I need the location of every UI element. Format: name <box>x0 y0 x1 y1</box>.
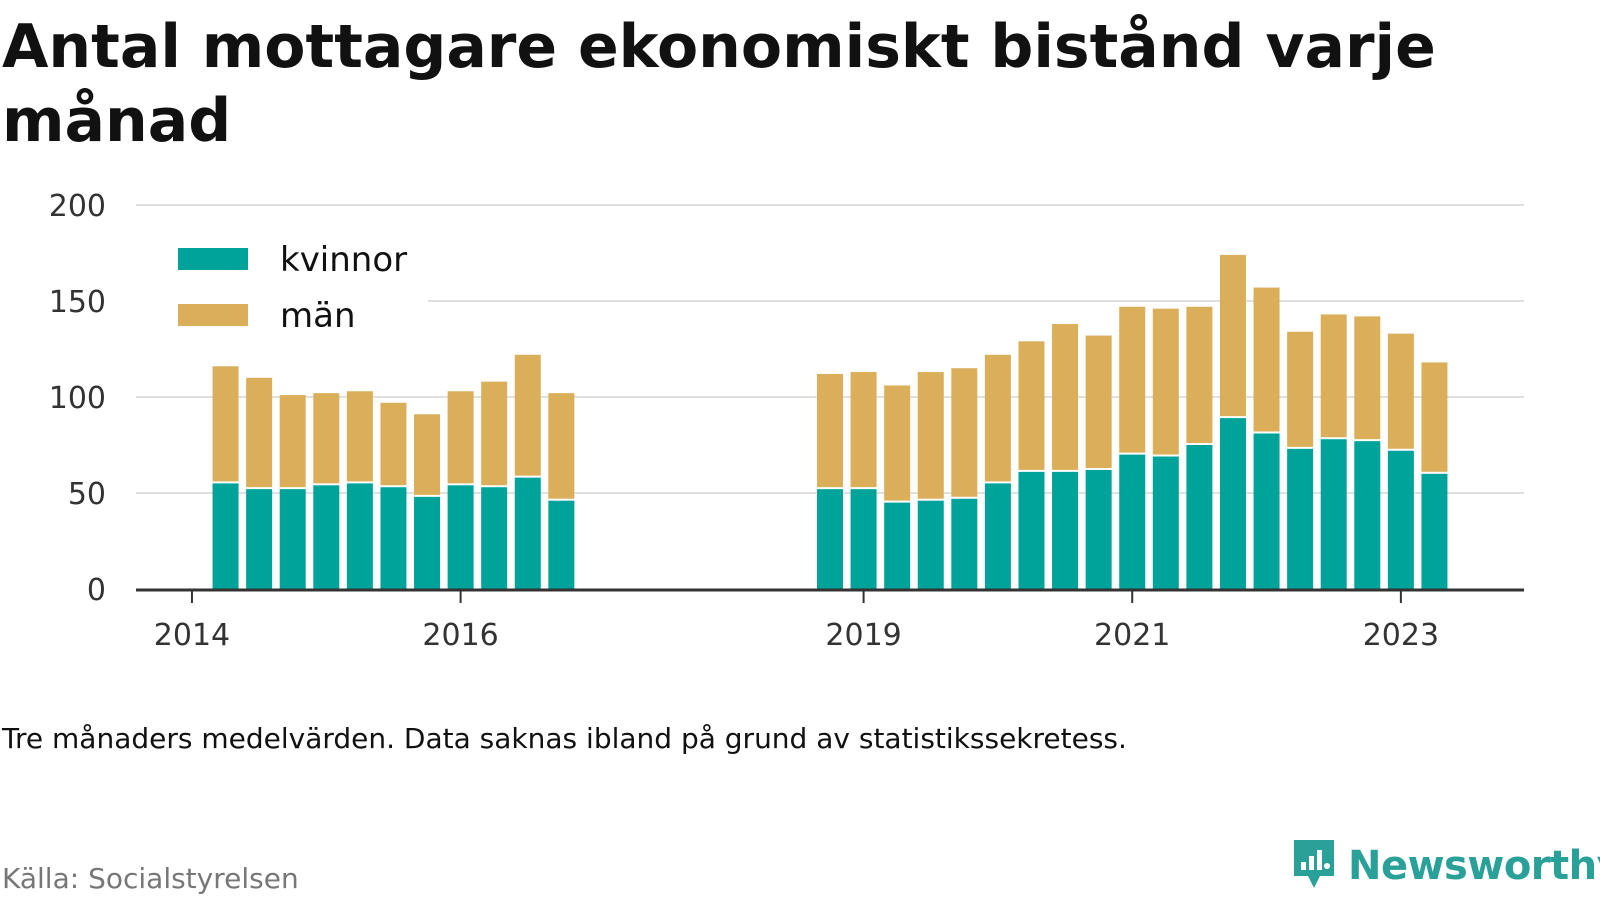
bar-kvinnor <box>1421 473 1448 589</box>
legend-swatch-man <box>178 304 248 326</box>
bar-man <box>884 385 911 501</box>
newsworthy-logo-icon <box>1290 836 1338 896</box>
bar-kvinnor <box>1387 450 1414 589</box>
bar-kvinnor <box>1354 441 1381 589</box>
bar-man <box>1421 362 1448 472</box>
stacked-bar-chart: 0 50 100 150 200 2014 2016 2019 2021 2023 kvinnor… <box>49 189 1524 653</box>
bar-man <box>1018 341 1045 470</box>
y-tick-label: 0 <box>87 573 106 608</box>
bar-man <box>1152 308 1179 455</box>
source-text: Källa: Socialstyrelsen <box>2 862 299 895</box>
bar-kvinnor <box>548 500 575 589</box>
bar-man <box>514 354 541 476</box>
bar-kvinnor <box>1219 418 1246 589</box>
bar-kvinnor <box>1085 469 1112 589</box>
bar-man <box>447 391 474 484</box>
bars <box>212 254 1448 589</box>
bar-kvinnor <box>481 487 508 589</box>
chart-title: Antal mottagare ekonomiskt bistånd varje… <box>2 12 1436 156</box>
bar-kvinnor <box>246 489 273 589</box>
bar-man <box>1253 287 1280 432</box>
bar-kvinnor <box>984 483 1011 589</box>
bar-kvinnor <box>1119 454 1146 589</box>
bar-kvinnor <box>884 502 911 589</box>
y-tick-label: 50 <box>68 477 106 512</box>
bar-man <box>850 372 877 488</box>
bar-kvinnor <box>447 485 474 589</box>
bar-man <box>414 414 441 495</box>
bar-kvinnor <box>1152 456 1179 589</box>
bar-man <box>279 395 306 488</box>
y-tick-label: 100 <box>49 381 106 416</box>
bar-kvinnor <box>346 483 373 589</box>
y-tick-label: 200 <box>49 189 106 224</box>
bar-kvinnor <box>850 489 877 589</box>
bar-kvinnor <box>1018 471 1045 589</box>
x-tick-label: 2023 <box>1363 618 1439 653</box>
bar-man <box>548 393 575 499</box>
bar-man <box>817 373 843 488</box>
bar-man <box>1320 314 1347 438</box>
legend: kvinnor män <box>132 236 428 352</box>
bar-kvinnor <box>313 485 340 589</box>
bar-kvinnor <box>414 496 441 589</box>
bar-kvinnor <box>279 489 306 589</box>
brand-name: Newsworthy <box>1348 843 1600 889</box>
bar-kvinnor <box>1253 433 1280 589</box>
x-tick-label: 2014 <box>154 618 230 653</box>
bar-kvinnor <box>380 487 407 589</box>
x-tick-label: 2016 <box>422 618 498 653</box>
bar-man <box>346 391 373 482</box>
bar-man <box>951 368 978 497</box>
bar-man <box>380 402 407 486</box>
bar-man <box>1354 316 1381 440</box>
bar-man <box>984 354 1011 482</box>
bar-kvinnor <box>817 489 843 589</box>
bar-kvinnor <box>951 498 978 589</box>
bar-man <box>1287 331 1314 447</box>
bar-man <box>212 366 239 482</box>
bar-kvinnor <box>1052 471 1079 589</box>
bar-kvinnor <box>917 500 944 589</box>
bar-kvinnor <box>1287 448 1314 589</box>
bar-man <box>1219 254 1246 417</box>
bar-man <box>1119 306 1146 453</box>
y-tick-label: 150 <box>49 285 106 320</box>
bar-man <box>246 377 273 488</box>
bar-kvinnor <box>212 483 239 589</box>
bar-man <box>1085 335 1112 468</box>
legend-swatch-kvinnor <box>178 248 248 270</box>
bar-man <box>1052 324 1079 470</box>
bar-man <box>1186 306 1213 443</box>
bar-kvinnor <box>1320 439 1347 589</box>
axes: 0 50 100 150 200 2014 2016 2019 2021 2023 <box>49 189 1524 653</box>
bar-man <box>481 381 508 486</box>
x-tick-label: 2019 <box>825 618 901 653</box>
bar-man <box>917 372 944 499</box>
chart-note: Tre månaders medelvärden. Data saknas ib… <box>2 722 1127 755</box>
x-tick-label: 2021 <box>1094 618 1170 653</box>
legend-label-kvinnor: kvinnor <box>280 240 407 280</box>
legend-label-man: män <box>280 296 356 336</box>
bar-kvinnor <box>514 477 541 589</box>
bar-man <box>313 393 340 484</box>
bar-man <box>1387 333 1414 449</box>
brand-logo[interactable]: Newsworthy <box>1290 838 1600 894</box>
bar-kvinnor <box>1186 445 1213 589</box>
